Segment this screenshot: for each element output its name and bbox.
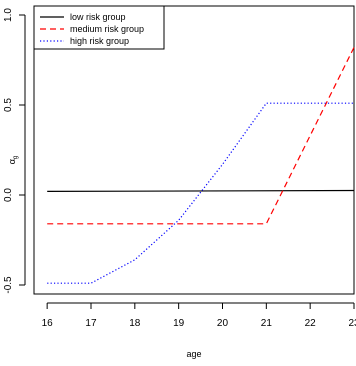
y-axis-title-sub: g <box>13 156 19 159</box>
y-axis-title-main: α <box>7 159 17 164</box>
series-layer <box>47 47 355 284</box>
legend-label-3: high risk group <box>70 36 129 46</box>
x-axis-title: age <box>186 349 201 359</box>
series-line-1 <box>47 189 355 192</box>
plot-frame <box>33 5 355 295</box>
y-axis-title: αg <box>7 156 19 165</box>
x-tick-label: 22 <box>305 318 317 329</box>
legend-label-2: medium risk group <box>70 24 144 34</box>
x-tick-label: 16 <box>42 318 54 329</box>
y-tick-label: 0.0 <box>3 188 14 202</box>
x-tick-label: 19 <box>173 318 185 329</box>
series-line-2 <box>47 47 355 225</box>
y-tick-label: 1.0 <box>3 8 14 22</box>
x-tick-label: 21 <box>261 318 273 329</box>
y-tick-label: 0.5 <box>3 98 14 112</box>
series-line-3 <box>47 102 354 284</box>
x-tick-label: 17 <box>85 318 97 329</box>
legend-box <box>33 5 165 50</box>
legend: low risk group medium risk group high risk… <box>33 5 165 50</box>
x-tick-label: 20 <box>217 318 229 329</box>
y-tick-label: -0.5 <box>3 276 14 294</box>
axis-layer: 16 17 18 19 20 21 22 23 -0.5 0.0 0.5 1.0 <box>3 8 356 329</box>
svg-text:αg: αg <box>7 156 19 165</box>
x-tick-label: 18 <box>129 318 141 329</box>
x-tick-label: 23 <box>348 318 356 329</box>
legend-label-1: low risk group <box>70 12 126 22</box>
